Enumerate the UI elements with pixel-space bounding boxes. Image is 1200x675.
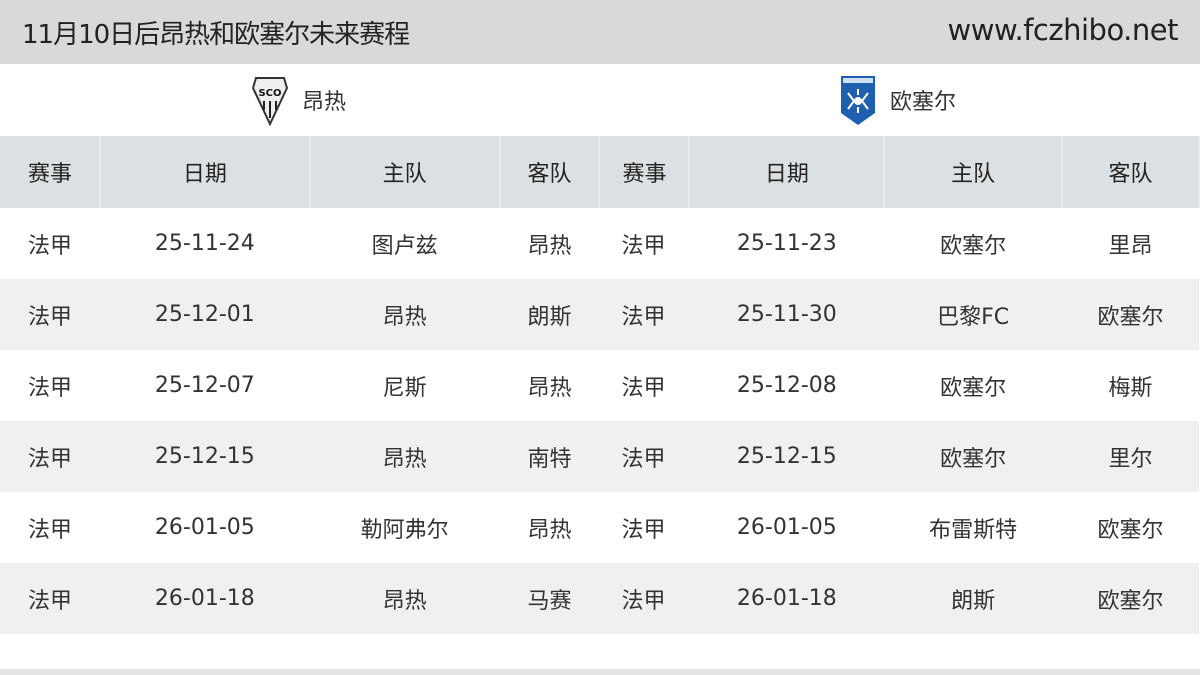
home-team-cell: 昂热 — [309, 421, 500, 492]
home-team-cell: 图卢兹 — [371, 233, 438, 259]
team-auxerre[interactable]: 欧塞尔 — [840, 64, 956, 136]
away-team-cell: 里昂 — [1108, 233, 1153, 259]
competition-cell: 法甲 — [621, 517, 666, 543]
home-team-cell: 昂热 — [309, 563, 500, 634]
away-team-cell: 欧塞尔 — [1062, 563, 1199, 634]
competition-cell: 法甲 — [621, 233, 666, 259]
competition-cell: 法甲 — [28, 375, 73, 401]
competition-cell: 法甲 — [599, 279, 690, 350]
away-team-cell: 昂热 — [527, 233, 572, 259]
date-cell: 25-12-15 — [99, 421, 310, 492]
date-cell: 25-12-08 — [736, 373, 837, 398]
date-cell: 25-12-15 — [689, 421, 885, 492]
title-bar: 11月10日后昂热和欧塞尔未来赛程 www.fczhibo.net — [0, 0, 1200, 64]
competition-cell: 法甲 — [0, 421, 100, 492]
away-team-cell: 南特 — [499, 421, 600, 492]
home-team-cell: 勒阿弗尔 — [360, 517, 449, 543]
date-cell: 26-01-18 — [689, 563, 885, 634]
away-team-cell: 昂热 — [527, 517, 572, 543]
svg-text:SCO: SCO — [258, 88, 281, 99]
competition-cell: 法甲 — [28, 233, 73, 259]
column-header: 主队 — [884, 136, 1064, 208]
teams-row: SCO 昂热 欧塞尔 — [0, 64, 1200, 136]
site-url[interactable]: www.fczhibo.net — [947, 13, 1179, 47]
competition-cell: 法甲 — [599, 421, 690, 492]
date-cell: 25-12-07 — [154, 373, 255, 398]
angers-sco-crest-icon: SCO — [252, 77, 288, 126]
home-team-cell: 欧塞尔 — [940, 233, 1007, 259]
date-cell: 26-01-05 — [736, 515, 837, 540]
home-team-cell: 巴黎FC — [884, 279, 1063, 350]
away-team-cell: 欧塞尔 — [1062, 279, 1199, 350]
table-row: 法甲 26-01-18 昂热 马赛 法甲 26-01-18 朗斯 欧塞尔 — [0, 563, 1199, 634]
team-name: 欧塞尔 — [890, 90, 957, 115]
header-row: 赛事 日期 主队 客队 赛事 日期 主队 客队 — [0, 136, 1200, 208]
home-team-cell: 昂热 — [309, 279, 500, 350]
column-header: 赛事 — [0, 136, 101, 208]
schedule-table: 赛事 日期 主队 客队 赛事 日期 主队 客队 法甲 25-11-24 图卢兹 昂热 法甲 25-11-… — [0, 136, 1200, 634]
column-header: 日期 — [689, 136, 886, 208]
competition-cell: 法甲 — [0, 279, 100, 350]
home-team-cell: 尼斯 — [382, 375, 427, 401]
column-header: 日期 — [99, 136, 311, 208]
column-header: 赛事 — [599, 136, 691, 208]
team-angers[interactable]: SCO 昂热 — [252, 64, 346, 136]
bottom-border — [0, 669, 1200, 675]
date-cell: 25-11-23 — [736, 231, 837, 256]
competition-cell: 法甲 — [621, 375, 666, 401]
table-row: 法甲 25-12-15 昂热 南特 法甲 25-12-15 欧塞尔 里尔 — [0, 421, 1199, 492]
competition-cell: 法甲 — [28, 517, 73, 543]
competition-cell: 法甲 — [0, 563, 100, 634]
column-header: 主队 — [309, 136, 501, 208]
column-header: 客队 — [1062, 136, 1200, 208]
team-name: 昂热 — [302, 90, 347, 115]
table-row: 法甲 25-11-24 图卢兹 昂热 法甲 25-11-23 欧塞尔 里昂 — [0, 208, 1199, 279]
home-team-cell: 朗斯 — [884, 563, 1063, 634]
date-cell: 26-01-18 — [99, 563, 310, 634]
date-cell: 25-11-24 — [154, 231, 255, 256]
home-team-cell: 布雷斯特 — [929, 517, 1018, 543]
table-row: 法甲 26-01-05 勒阿弗尔 昂热 法甲 26-01-05 布雷斯特 欧塞尔 — [0, 492, 1199, 563]
home-team-cell: 欧塞尔 — [940, 375, 1007, 401]
date-cell: 25-12-01 — [99, 279, 310, 350]
away-team-cell: 昂热 — [527, 375, 572, 401]
home-team-cell: 欧塞尔 — [884, 421, 1063, 492]
date-cell: 26-01-05 — [154, 515, 255, 540]
page-title: 11月10日后昂热和欧塞尔未来赛程 — [22, 20, 410, 50]
table-row: 法甲 25-12-01 昂热 朗斯 法甲 25-11-30 巴黎FC 欧塞尔 — [0, 279, 1199, 350]
date-cell: 25-11-30 — [689, 279, 885, 350]
away-team-cell: 朗斯 — [499, 279, 600, 350]
away-team-cell: 马赛 — [499, 563, 600, 634]
away-team-cell: 里尔 — [1062, 421, 1199, 492]
competition-cell: 法甲 — [599, 563, 690, 634]
away-team-cell: 欧塞尔 — [1097, 517, 1164, 543]
table-row: 法甲 25-12-07 尼斯 昂热 法甲 25-12-08 欧塞尔 梅斯 — [0, 350, 1199, 421]
away-team-cell: 梅斯 — [1108, 375, 1153, 401]
column-header: 客队 — [499, 136, 601, 208]
auxerre-crest-icon — [841, 76, 875, 125]
